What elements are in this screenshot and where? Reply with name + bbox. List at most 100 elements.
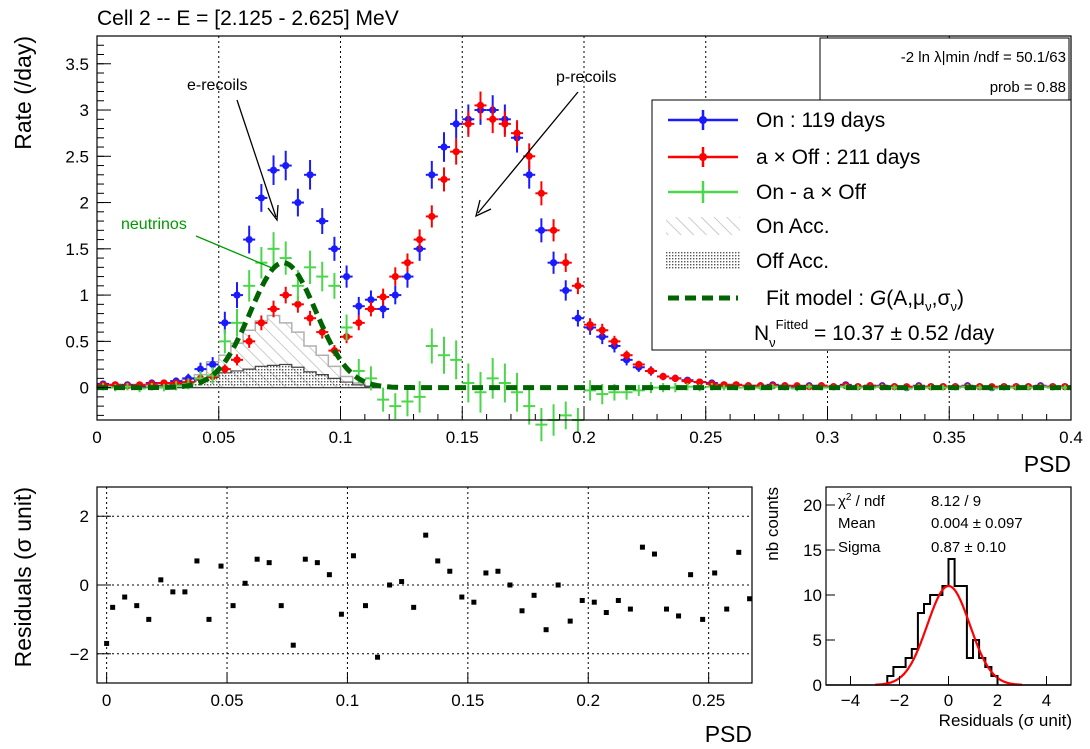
- main-y-tick-label: 1: [80, 286, 89, 305]
- off-data-point: [452, 148, 460, 156]
- on-data-point: [525, 171, 533, 179]
- off-data-point: [416, 235, 424, 244]
- legend-swatch-on-acc: [666, 217, 740, 235]
- histogram-panel: −4 −2 0 2 4 0 5 10 15 20 Residuals (σ unit) nb co…: [763, 486, 1072, 730]
- main-x-tick-label: 0.3: [816, 428, 840, 447]
- annotations: e-recoils p-recoils neutrinos: [121, 69, 616, 269]
- main-x-tick-label: 0.35: [933, 428, 966, 447]
- residual-point: [363, 603, 369, 609]
- histogram-x-tick-label: −4: [841, 691, 860, 710]
- legend-marker-on-dot: [699, 116, 707, 124]
- residual-point: [579, 597, 585, 603]
- arrow-e-recoils: [236, 99, 277, 218]
- residual-point: [170, 589, 176, 595]
- on-data-point: [355, 302, 363, 310]
- hist-stat-sigma-label: Sigma: [838, 539, 881, 556]
- hist-stat-chi2-value: 8.12 / 9: [931, 493, 981, 510]
- off-data-point: [367, 305, 375, 313]
- residual-point: [627, 606, 633, 612]
- residual-point: [110, 604, 116, 610]
- off-data-point: [391, 272, 399, 281]
- off-data-point: [586, 321, 594, 329]
- main-y-tick-label: 3: [80, 101, 89, 120]
- annotation-neutrinos: neutrinos: [121, 216, 187, 233]
- histogram-stats: χ2 / ndf 8.12 / 9 Mean 0.004 ± 0.097 Sig…: [838, 492, 1023, 556]
- on-data-point: [537, 226, 545, 234]
- residual-point: [664, 606, 670, 612]
- residual-point: [134, 603, 140, 609]
- figure-title: Cell 2 -- E = [2.125 - 2.625] MeV: [97, 7, 399, 30]
- histogram-y-tick-label: 15: [803, 541, 822, 560]
- stats-prob: prob = 0.88: [990, 79, 1066, 96]
- residual-point: [104, 640, 110, 646]
- on-data-point: [549, 259, 558, 267]
- residual-point: [411, 604, 417, 610]
- histogram-x-axis-label: Residuals (σ unit): [939, 711, 1072, 730]
- histogram-x-tick-label: 2: [993, 691, 1002, 710]
- off-data-point: [269, 305, 278, 313]
- histogram-y-tick-label: 20: [803, 496, 822, 515]
- on-data-point: [562, 286, 570, 295]
- residuals-y-tick-label: −2: [70, 645, 89, 664]
- residuals-x-tick-label: 0.1: [336, 691, 360, 710]
- on-data-point: [367, 296, 375, 304]
- off-data-point: [221, 365, 229, 373]
- on-data-point: [342, 272, 351, 281]
- on-data-point: [452, 120, 460, 128]
- off-data-point: [355, 319, 363, 327]
- residual-point: [254, 556, 260, 562]
- main-x-axis-label: PSD: [1024, 451, 1071, 477]
- off-data-point: [282, 291, 290, 299]
- on-data-point: [257, 194, 265, 202]
- off-data-point: [635, 360, 643, 369]
- off-data-point: [257, 319, 265, 327]
- residual-point: [615, 597, 621, 603]
- on-data-point: [574, 314, 582, 322]
- off-data-point: [525, 152, 533, 160]
- residual-point: [338, 611, 344, 617]
- off-data-point: [696, 378, 704, 386]
- off-data-point: [683, 377, 692, 385]
- on-data-point: [233, 291, 241, 299]
- hist-stat-sigma-value: 0.87 ± 0.10: [931, 539, 1006, 556]
- legend-item-off-acc: Off Acc.: [666, 250, 829, 273]
- histogram-bars: [826, 558, 1071, 686]
- main-panel: 0 0.05 0.1 0.15 0.2 0.25 0.3 0.35 0.4 0 0.5 1 1.5 2 2.…: [10, 35, 1083, 477]
- histogram-y-tick-label: 5: [813, 631, 822, 650]
- legend-item-off: a × Off : 211 days: [668, 146, 920, 169]
- legend-swatch-off-acc: [666, 252, 740, 270]
- legend-marker-off-dot: [699, 153, 707, 161]
- hist-stat-mean-value: 0.004 ± 0.097: [931, 515, 1023, 532]
- off-data-point: [245, 337, 253, 345]
- off-data-point: [428, 212, 436, 221]
- fit-curve-layer: [97, 260, 1071, 391]
- residuals-x-tick-label: 0.25: [692, 691, 725, 710]
- fit-curve: [97, 260, 1071, 391]
- arrow-e-recoils-head: [267, 204, 279, 222]
- main-y-tick-label: 1.5: [65, 240, 89, 259]
- off-data-point: [623, 351, 631, 359]
- main-y-tick-label: 3.5: [65, 55, 89, 74]
- off-data-point: [306, 314, 314, 322]
- residual-point: [603, 610, 609, 616]
- residual-point: [712, 570, 718, 576]
- off-data-point: [501, 120, 509, 128]
- legend-label-off: a × Off : 211 days: [756, 146, 920, 169]
- residual-point: [194, 558, 200, 564]
- residual-point: [302, 556, 308, 562]
- histogram-gaussian-fit: [875, 584, 1022, 686]
- residual-point: [483, 570, 489, 576]
- off-data-point: [574, 282, 582, 290]
- residual-point: [290, 642, 296, 648]
- off-data-point: [562, 259, 570, 267]
- residuals-grid: [97, 487, 752, 683]
- residual-point: [639, 544, 645, 550]
- off-data-point: [403, 259, 412, 267]
- residual-point: [700, 616, 706, 622]
- on-data-point: [245, 235, 253, 244]
- legend-label-on: On : 119 days: [756, 109, 885, 132]
- main-y-axis-label: Rate (/day): [10, 36, 36, 150]
- residual-point: [543, 627, 549, 633]
- residuals-x-tick-label: 0: [102, 691, 111, 710]
- residuals-y-axis-label: Residuals (σ unit): [10, 487, 36, 667]
